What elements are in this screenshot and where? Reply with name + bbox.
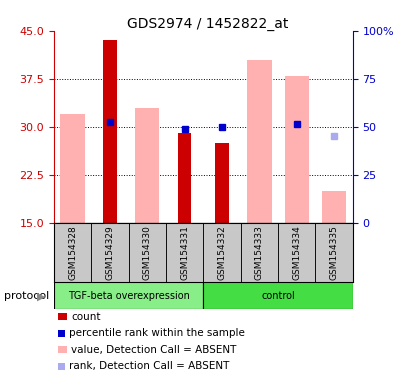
Text: GSM154332: GSM154332 xyxy=(217,225,227,280)
Text: ▶: ▶ xyxy=(37,291,46,301)
FancyBboxPatch shape xyxy=(315,223,353,282)
Text: GDS2974 / 1452822_at: GDS2974 / 1452822_at xyxy=(127,17,288,31)
Text: rank, Detection Call = ABSENT: rank, Detection Call = ABSENT xyxy=(69,361,229,371)
Text: control: control xyxy=(261,291,295,301)
Bar xyxy=(247,60,271,223)
FancyBboxPatch shape xyxy=(203,223,241,282)
FancyBboxPatch shape xyxy=(54,282,203,309)
Bar xyxy=(178,133,191,223)
Bar xyxy=(215,143,229,223)
FancyBboxPatch shape xyxy=(129,223,166,282)
FancyBboxPatch shape xyxy=(54,223,91,282)
Text: protocol: protocol xyxy=(4,291,49,301)
Text: count: count xyxy=(71,312,101,322)
FancyBboxPatch shape xyxy=(203,282,353,309)
FancyBboxPatch shape xyxy=(241,223,278,282)
Text: GSM154333: GSM154333 xyxy=(255,225,264,280)
FancyBboxPatch shape xyxy=(278,223,315,282)
Bar xyxy=(61,114,85,223)
Text: TGF-beta overexpression: TGF-beta overexpression xyxy=(68,291,190,301)
Bar xyxy=(285,76,309,223)
Text: GSM154329: GSM154329 xyxy=(105,225,115,280)
Text: GSM154334: GSM154334 xyxy=(292,225,301,280)
FancyBboxPatch shape xyxy=(166,223,203,282)
Text: GSM154328: GSM154328 xyxy=(68,225,77,280)
FancyBboxPatch shape xyxy=(91,223,129,282)
Bar xyxy=(322,191,346,223)
Text: GSM154330: GSM154330 xyxy=(143,225,152,280)
Bar xyxy=(135,108,159,223)
Bar xyxy=(103,40,117,223)
Text: percentile rank within the sample: percentile rank within the sample xyxy=(69,328,245,338)
Text: GSM154331: GSM154331 xyxy=(180,225,189,280)
Text: GSM154335: GSM154335 xyxy=(330,225,339,280)
Text: value, Detection Call = ABSENT: value, Detection Call = ABSENT xyxy=(71,345,237,355)
